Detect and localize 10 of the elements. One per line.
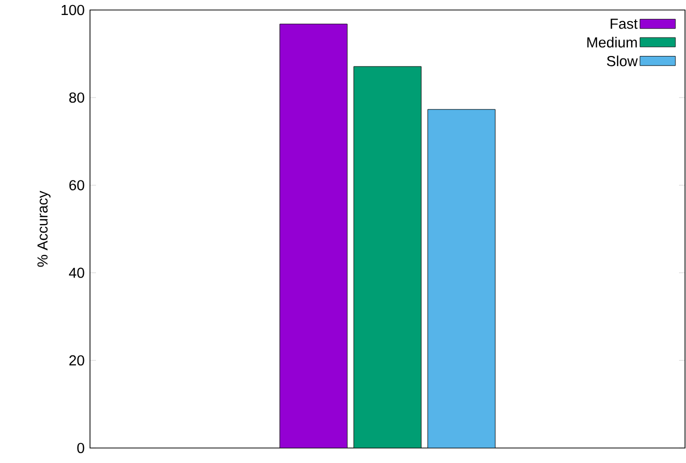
legend-label: Slow xyxy=(606,56,638,66)
y-tick-label: 100 xyxy=(62,4,84,16)
y-tick-label: 80 xyxy=(69,92,84,103)
legend-label: Fast xyxy=(610,18,638,29)
y-tick-label: 0 xyxy=(77,442,84,454)
y-tick-label: 20 xyxy=(69,355,84,366)
y-tick-label: 40 xyxy=(68,268,84,278)
legend-label: Medium xyxy=(587,36,637,48)
y-tick-label: 60 xyxy=(69,180,84,190)
y-axis-title: % Accuracy xyxy=(37,190,51,267)
